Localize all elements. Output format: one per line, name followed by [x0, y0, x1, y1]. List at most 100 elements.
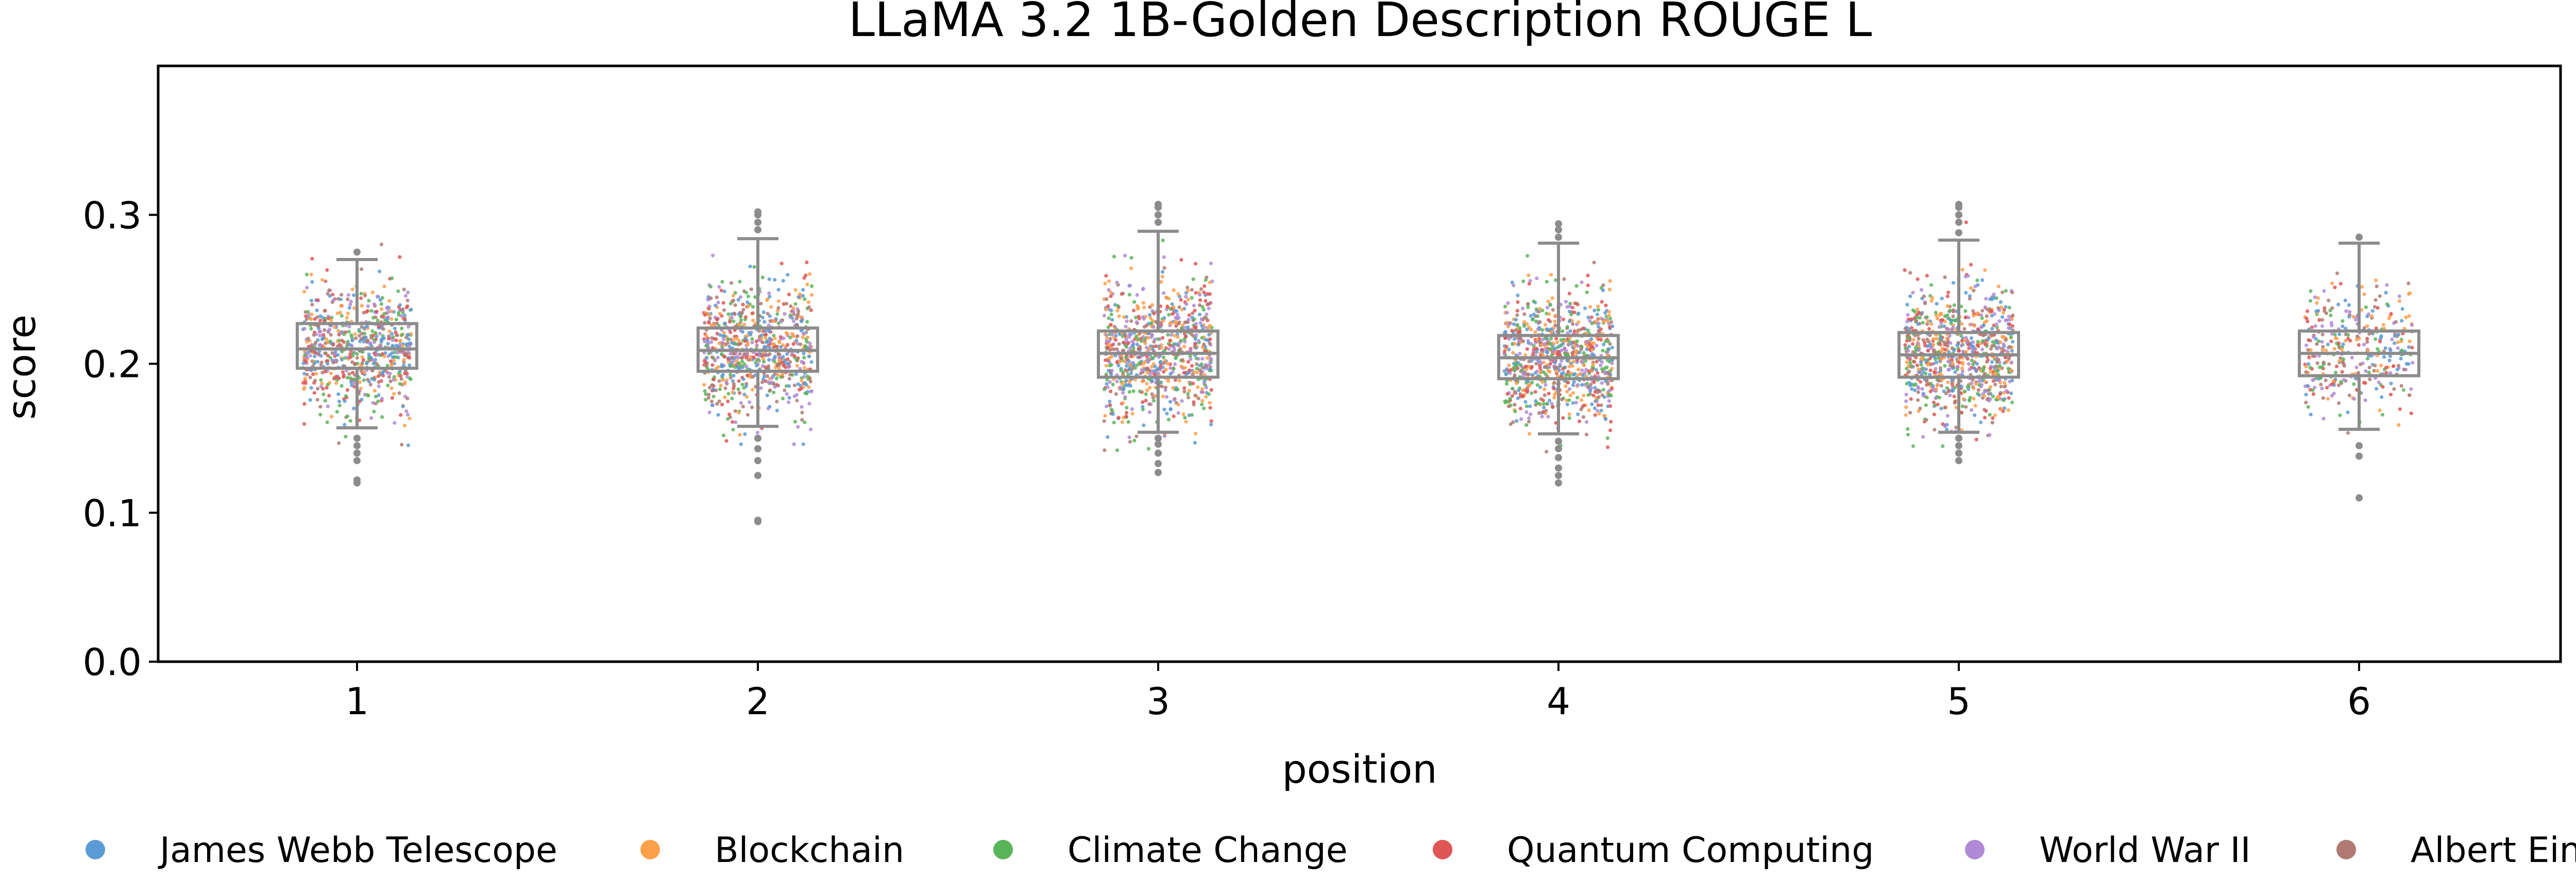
data-point — [1527, 372, 1531, 376]
data-point — [2384, 366, 2388, 370]
data-point — [1176, 335, 1180, 339]
data-point — [1176, 411, 1180, 415]
data-point — [1505, 392, 1510, 396]
data-point — [1916, 390, 1920, 394]
data-point — [1161, 336, 1165, 340]
data-point — [2395, 368, 2399, 372]
boxplot-outlier — [754, 445, 761, 453]
data-point — [1174, 316, 1178, 320]
data-point — [1586, 316, 1590, 320]
data-point — [776, 352, 781, 356]
data-point — [371, 358, 376, 363]
data-point — [1511, 387, 1515, 391]
data-point — [764, 336, 768, 340]
data-point — [1975, 392, 1980, 396]
data-point — [1596, 371, 1600, 375]
data-point — [1125, 411, 1129, 415]
data-point — [750, 340, 754, 344]
data-point — [1607, 309, 1611, 314]
data-point — [1505, 369, 1510, 373]
data-point — [1114, 392, 1118, 396]
data-point — [1168, 366, 1173, 370]
data-point — [2387, 358, 2392, 363]
data-point — [365, 361, 369, 366]
data-point — [382, 312, 386, 316]
data-point — [772, 359, 776, 364]
data-point — [2389, 382, 2393, 386]
data-point — [771, 342, 775, 347]
data-point — [1576, 373, 1580, 377]
data-point — [1904, 413, 1908, 417]
data-point — [1110, 369, 1114, 373]
data-point — [1575, 339, 1579, 343]
data-point — [1197, 339, 1201, 343]
data-point — [787, 384, 791, 388]
data-point — [1948, 364, 1952, 368]
data-point — [2375, 387, 2379, 391]
data-point — [1924, 359, 1928, 363]
data-point — [1514, 318, 1518, 322]
data-point — [1209, 261, 1213, 266]
data-point — [1142, 325, 1146, 329]
data-point — [2002, 391, 2006, 395]
data-point — [736, 387, 740, 391]
data-point — [1196, 385, 1200, 389]
data-point — [1997, 378, 2002, 382]
data-point — [1548, 347, 1552, 351]
data-point — [1932, 412, 1936, 417]
data-point — [2333, 333, 2337, 337]
data-point — [1541, 402, 1546, 406]
data-point — [2324, 348, 2328, 353]
data-point — [2394, 320, 2398, 324]
data-point — [1954, 319, 1958, 323]
data-point — [2006, 408, 2010, 412]
data-point — [1162, 434, 1167, 438]
data-point — [2378, 408, 2382, 412]
data-point — [2326, 396, 2330, 401]
data-point — [766, 380, 770, 384]
data-point — [748, 400, 752, 404]
data-point — [318, 330, 323, 334]
data-point — [308, 354, 313, 358]
data-point — [408, 341, 413, 346]
data-point — [2304, 392, 2308, 396]
data-point — [1550, 296, 1554, 300]
data-point — [2384, 290, 2388, 295]
data-point — [385, 364, 389, 368]
data-point — [1582, 351, 1586, 355]
data-point — [1572, 310, 1577, 315]
data-point — [323, 328, 327, 332]
data-point — [1603, 414, 1607, 418]
data-point — [757, 353, 761, 358]
data-point — [1574, 401, 1579, 405]
data-point — [2002, 398, 2006, 403]
data-point — [335, 410, 339, 414]
data-point — [793, 288, 798, 292]
data-point — [1565, 402, 1569, 407]
data-point — [1518, 326, 1522, 330]
data-point — [313, 378, 317, 383]
data-point — [715, 402, 719, 406]
data-point — [1115, 379, 1119, 384]
data-point — [312, 361, 316, 366]
data-point — [1923, 343, 1927, 348]
boxplot-outlier — [1955, 201, 1962, 209]
data-point — [1980, 339, 1985, 343]
data-point — [348, 343, 352, 347]
data-point — [1198, 368, 1202, 372]
data-point — [2341, 319, 2345, 323]
data-point — [313, 350, 317, 354]
data-point — [370, 329, 375, 333]
data-point — [1920, 288, 1924, 292]
data-point — [1921, 435, 1925, 439]
data-point — [1191, 277, 1195, 281]
data-point — [1546, 300, 1550, 304]
data-point — [1149, 365, 1154, 369]
y-axis-ticks: 0.00.10.20.3 — [82, 194, 158, 684]
data-point — [1544, 347, 1548, 352]
boxplot-outlier — [1955, 218, 1962, 226]
data-point — [720, 341, 724, 346]
data-point — [2308, 299, 2313, 303]
data-point — [1511, 351, 1515, 355]
data-point — [1933, 370, 1937, 374]
